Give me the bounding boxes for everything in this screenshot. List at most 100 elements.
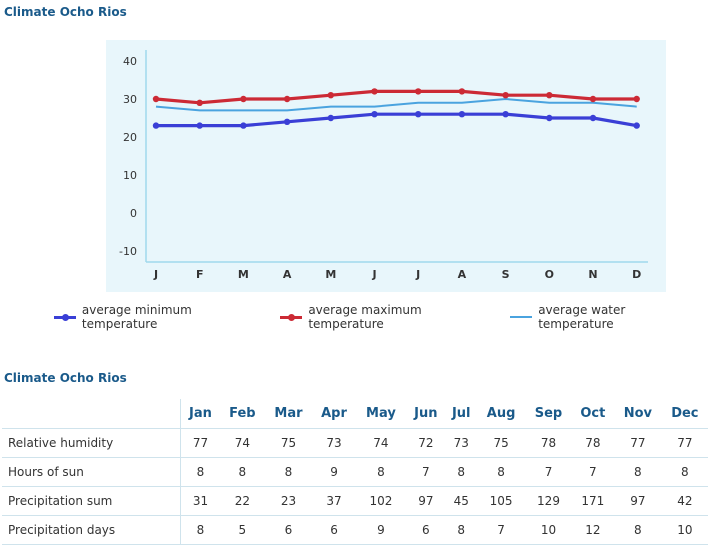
table-cell: 9 [312,457,356,487]
table-cell: 37 [312,486,356,516]
table-cell: 10 [525,515,572,545]
legend-label-water: average water temperature [538,303,626,331]
table-cell: 77 [661,428,708,458]
x-tick-label: S [502,268,510,281]
y-tick-label: 0 [130,207,137,220]
row-label: Precipitation sum [2,486,181,516]
table-cell: 10 [661,515,708,545]
table-cell: 77 [180,428,220,458]
row-label: Precipitation days [2,515,181,545]
table-header-month: Dec [661,399,708,429]
table-cell: 8 [445,457,477,487]
table-row: Relative humidity 77 74 75 73 74 72 73 7… [2,428,708,458]
climate-table: Jan Feb Mar Apr May Jun Jul Aug Sep Oct … [2,399,708,545]
table-cell: 8 [476,457,526,487]
data-point-average-maximum-temperature [152,95,160,103]
table-cell: 105 [476,486,526,516]
table-cell: 171 [571,486,614,516]
table-header-month: May [355,399,407,429]
data-point-average-maximum-temperature [589,95,597,103]
table-row: Hours of sun 8 8 8 9 8 7 8 8 7 7 8 8 [2,457,708,487]
data-point-average-minimum-temperature [371,111,378,118]
table-cell: 8 [613,457,662,487]
x-tick-label: J [371,268,376,281]
table-cell: 8 [180,515,220,545]
chart-legend: average minimum temperature average maxi… [54,303,714,331]
table-header-month: Mar [264,399,313,429]
table-header-month: Nov [613,399,662,429]
table-cell: 6 [264,515,313,545]
table-header-month: Apr [312,399,356,429]
x-tick-label: A [283,268,292,281]
table-header-month: Jul [445,399,477,429]
table-cell: 5 [219,515,265,545]
table-cell: 7 [571,457,614,487]
table-cell: 8 [180,457,220,487]
table-header-empty [2,399,181,429]
data-point-average-maximum-temperature [415,88,422,95]
table-cell: 74 [355,428,407,458]
legend-label-min: average minimum temperature [81,303,192,331]
table-cell: 73 [312,428,356,458]
table-row: Precipitation days 8 5 6 6 9 6 8 7 10 12… [2,515,708,545]
table-cell: 73 [445,428,477,458]
data-point-average-minimum-temperature [458,111,466,118]
data-point-average-minimum-temperature [589,114,597,122]
table-cell: 77 [613,428,662,458]
series-line-average-water-temperature [155,98,637,112]
table-cell: 7 [406,457,446,487]
table-cell: 129 [525,486,572,516]
data-point-average-minimum-temperature [196,122,203,129]
data-point-average-maximum-temperature [458,88,466,95]
table-header-month: Aug [476,399,526,429]
table-cell: 8 [445,515,477,545]
table-cell: 7 [476,515,526,545]
table-cell: 6 [406,515,446,545]
row-label: Hours of sun [2,457,181,487]
x-tick-label: A [458,268,467,281]
data-point-average-maximum-temperature [196,99,203,107]
y-tick-label: 40 [123,55,137,68]
table-cell: 8 [355,457,407,487]
legend-swatch-min [54,309,76,325]
table-cell: 97 [406,486,446,516]
table-row: Precipitation sum 31 22 23 37 102 97 45 … [2,486,708,516]
data-point-average-maximum-temperature [502,92,509,99]
table-cell: 78 [571,428,614,458]
data-point-average-minimum-temperature [240,122,247,129]
table-cell: 42 [661,486,708,516]
data-point-average-maximum-temperature [240,95,247,103]
y-tick-label: 10 [123,169,137,182]
table-cell: 22 [219,486,265,516]
table-cell: 8 [661,457,708,487]
row-label: Relative humidity [2,428,181,458]
legend-item-water: average water temperature [510,303,704,331]
table-cell: 23 [264,486,313,516]
table-cell: 75 [476,428,526,458]
data-point-average-minimum-temperature [152,122,160,129]
data-point-average-maximum-temperature [633,95,640,103]
data-point-average-maximum-temperature [371,88,378,95]
table-cell: 102 [355,486,407,516]
data-point-average-minimum-temperature [283,118,291,126]
legend-item-max: average maximum temperature [280,303,500,331]
legend-label-max: average maximum temperature [308,303,422,331]
data-point-average-maximum-temperature [327,92,334,99]
x-tick-label: O [545,268,554,281]
legend-item-min: average minimum temperature [54,303,270,331]
y-tick-label: 30 [123,93,137,106]
x-tick-label: M [325,268,336,281]
chart-title: Climate Ocho Rios [4,5,127,19]
table-cell: 8 [219,457,265,487]
data-point-average-minimum-temperature [327,114,334,122]
x-tick-label: D [632,268,641,281]
x-tick-label: J [415,268,420,281]
plot-background [106,40,666,292]
table-header-row: Jan Feb Mar Apr May Jun Jul Aug Sep Oct … [2,399,708,429]
legend-swatch-water [510,309,533,325]
x-tick-label: N [588,268,597,281]
table-cell: 8 [613,515,662,545]
table-cell: 74 [219,428,265,458]
y-tick-label: -10 [119,245,137,258]
data-point-average-minimum-temperature [546,114,553,122]
